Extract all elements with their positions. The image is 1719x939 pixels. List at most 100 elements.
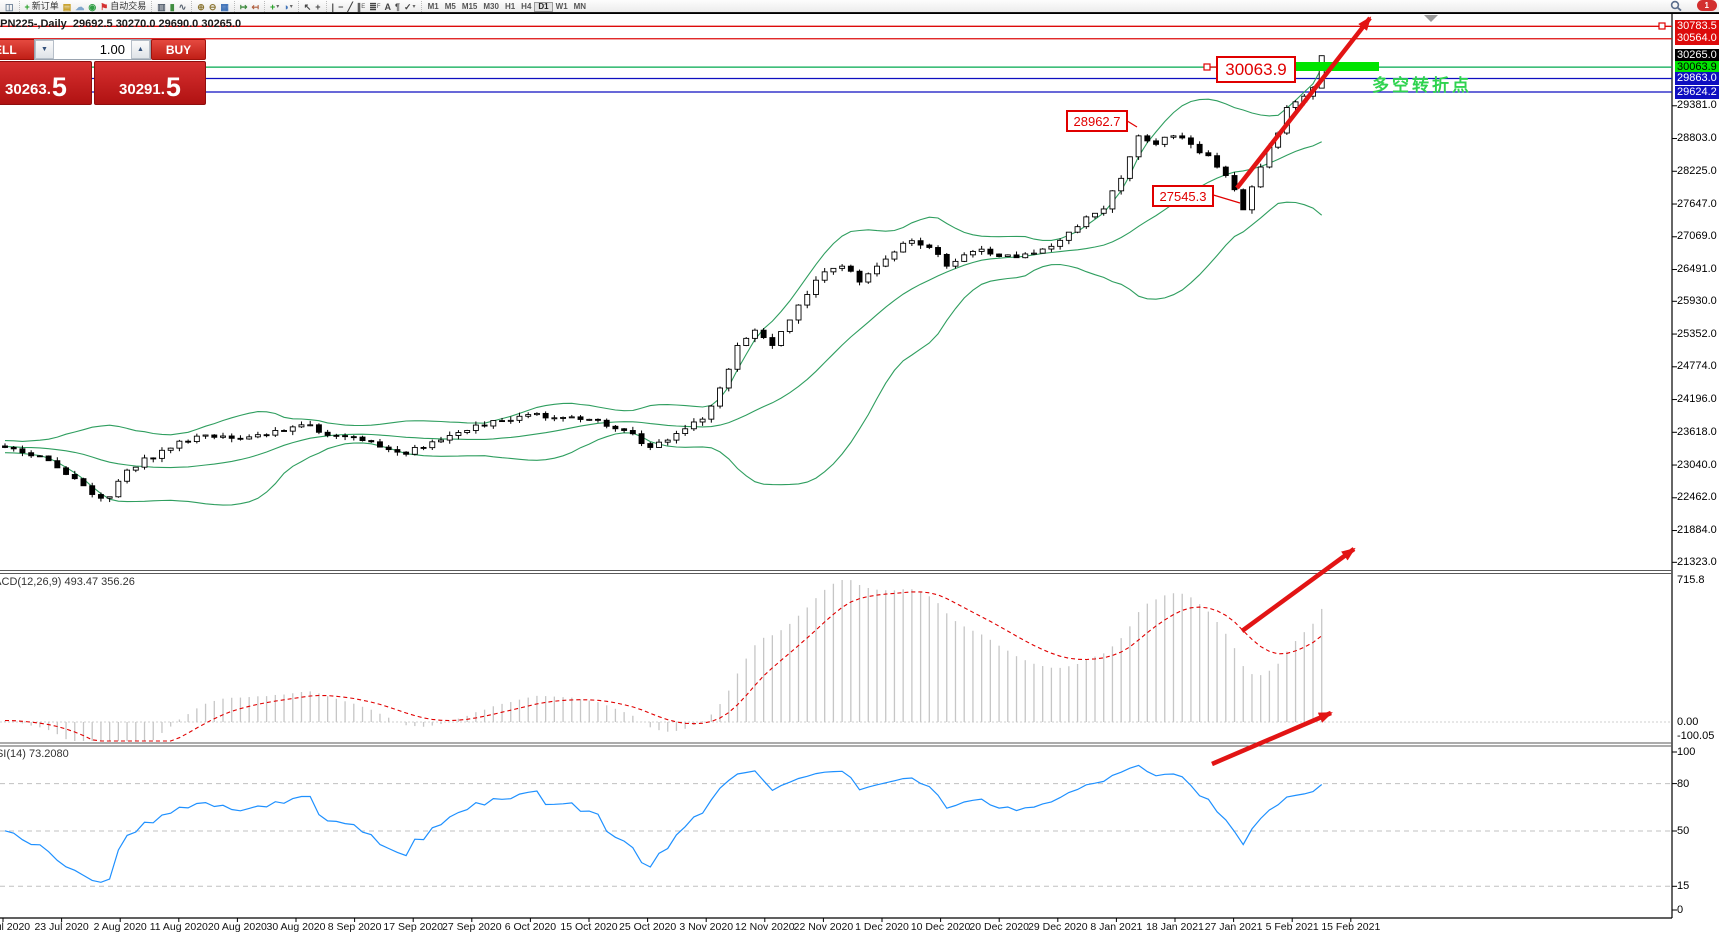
price-scale-label: 23040.0 — [1677, 458, 1717, 471]
macd-signal-line — [4, 591, 1323, 742]
price-scale-label: 28803.0 — [1677, 132, 1717, 144]
search-icon[interactable] — [1669, 0, 1683, 11]
tile-windows-icon[interactable]: ▦ — [220, 2, 229, 12]
macd-indicator-label: MACD(12,26,9) 493.47 356.26 — [0, 576, 135, 588]
lot-increase-button[interactable]: ▲ — [131, 40, 150, 59]
rsi-scale-label: 50 — [1677, 825, 1690, 837]
date-axis-label: 15 Feb 2021 — [1321, 921, 1381, 933]
bid-big-digit: 5 — [51, 72, 67, 102]
rsi-scale-label: 80 — [1677, 777, 1690, 790]
price-scale-label: 27647.0 — [1677, 197, 1717, 210]
autotrading-button[interactable]: ⚑ 自动交易 — [100, 1, 147, 12]
date-axis-label: 2 Aug 2020 — [93, 921, 147, 933]
chart-title: JPN225-,Daily 29692.5 30270.0 29690.0 30… — [0, 18, 242, 30]
price-scale-label: 24774.0 — [1677, 360, 1717, 373]
price-scale-label: 29381.0 — [1677, 99, 1717, 112]
date-axis-label: 18 Jan 2021 — [1146, 921, 1204, 933]
timeframe-H4-button[interactable]: H4 — [521, 2, 532, 11]
line-chart-icon[interactable]: ∿ — [178, 2, 187, 12]
green-highlight-bar[interactable] — [1291, 62, 1379, 71]
timeframe-M5-button[interactable]: M5 — [444, 2, 456, 11]
date-axis-label: 17 Sep 2020 — [383, 921, 443, 933]
equidistant-channel-icon[interactable]: ∥ E — [356, 2, 366, 12]
timeframe-M15-button[interactable]: M15 — [461, 2, 478, 11]
price-scale-label: 30265.0 — [1675, 49, 1719, 63]
price-scale-label: 22462.0 — [1677, 491, 1717, 504]
bar-chart-icon[interactable]: ▥ — [157, 2, 166, 12]
date-axis-label: 3 Nov 2020 — [679, 921, 734, 933]
bollinger-band-line — [4, 141, 1322, 469]
trend-arrow[interactable] — [1240, 547, 1356, 633]
new-order-button[interactable]: + 新订单 — [24, 1, 59, 12]
candlestick-chart-icon[interactable]: ▮ — [169, 2, 175, 12]
timeframe-M30-button[interactable]: M30 — [483, 2, 499, 11]
price-tag-annotation[interactable]: 30063.9 — [1216, 56, 1296, 83]
rsi-indicator-label: RSI(14) 73.2080 — [0, 748, 69, 760]
price-scale-label: 21323.0 — [1677, 555, 1717, 568]
history-center-icon[interactable]: ▤ — [62, 2, 72, 12]
price-scale-label: 25352.0 — [1677, 327, 1717, 340]
date-axis-label: 22 Nov 2020 — [793, 921, 854, 933]
ask-price[interactable]: 30291. 5 — [94, 61, 206, 105]
notification-badge[interactable]: 1 — [1696, 0, 1717, 11]
hline-icon[interactable]: − — [338, 2, 344, 12]
timeframe-W1-button[interactable]: W1 — [555, 2, 568, 11]
cursor-icon[interactable]: ↖ — [303, 2, 312, 12]
bollinger-band-line — [4, 67, 1323, 442]
lot-size-input[interactable]: 1.00 — [99, 42, 125, 57]
price-scale-label: 30564.0 — [1675, 32, 1719, 46]
timeframe-M1-button[interactable]: M1 — [427, 2, 439, 11]
trend-arrow[interactable] — [1235, 16, 1372, 190]
label-icon[interactable]: ¶ — [394, 2, 400, 12]
lot-decrease-button[interactable]: ▼ — [35, 40, 54, 59]
buy-button[interactable]: BUY — [151, 39, 206, 60]
indicators-icon[interactable]: + ▾ — [269, 2, 280, 12]
date-axis-label: 5 Feb 2021 — [1265, 921, 1319, 933]
date-axis-label: 6 Oct 2020 — [504, 921, 557, 933]
bid-price[interactable]: 30263. 5 — [0, 61, 92, 105]
price-scale-label: 29624.2 — [1675, 85, 1719, 99]
date-axis-label: 8 Sep 2020 — [327, 921, 382, 933]
price-scale-label: 24196.0 — [1677, 393, 1717, 405]
rsi-scale-label: 0 — [1677, 904, 1684, 916]
date-axis-label: 23 Jul 2020 — [34, 921, 89, 933]
timeframe-MN-button[interactable]: MN — [573, 2, 587, 11]
price-scale-label: 30783.5 — [1675, 19, 1719, 33]
arrows-icon[interactable]: ✓ ▾ — [404, 2, 416, 12]
chart-shift-marker-icon — [1424, 15, 1438, 22]
trendline-icon[interactable]: ╱ — [347, 2, 353, 12]
price-tag-annotation[interactable]: 28962.7 — [1066, 110, 1128, 132]
timeframe-D1-button[interactable]: D1 — [534, 2, 553, 12]
trend-arrow[interactable] — [1211, 710, 1333, 767]
date-axis-label: 20 Dec 2020 — [969, 921, 1029, 933]
price-scale-label: 30063.9 — [1675, 60, 1719, 74]
zoom-in-icon[interactable]: ⊕ — [197, 2, 205, 12]
macd-scale-label: 0.00 — [1677, 716, 1699, 728]
annotation-note[interactable]: 多空转折点 — [1372, 76, 1472, 95]
news-icon[interactable]: ◉ — [88, 2, 97, 12]
chart-shift-icon[interactable]: ↤ — [251, 2, 259, 12]
periods-icon[interactable]: ◑ ▾ — [283, 2, 293, 12]
fibonacci-icon[interactable]: ≣ F — [369, 2, 381, 12]
rsi-scale-label: 15 — [1677, 880, 1690, 893]
one-click-trading-panel: SELL ▼ 1.00 ▲ BUY 30263. 5 30291. 5 — [0, 38, 206, 105]
date-axis-label: 15 Oct 2020 — [560, 921, 618, 933]
bollinger-band-line — [4, 201, 1323, 506]
sell-button[interactable]: SELL — [0, 39, 37, 60]
market-watch-icon[interactable]: ◫ — [5, 2, 14, 12]
rsi-line — [4, 764, 1323, 883]
timeframe-H1-button[interactable]: H1 — [504, 2, 516, 11]
text-icon[interactable]: A — [384, 2, 391, 12]
date-axis-label: 30 Aug 2020 — [266, 921, 326, 933]
vline-icon[interactable]: | — [331, 2, 335, 12]
crosshair-icon[interactable]: + — [315, 2, 321, 12]
date-axis-label: 13 Jul 2020 — [0, 921, 31, 933]
auto-scroll-icon[interactable]: ↦ — [239, 2, 248, 12]
ask-main-digits: 30291. — [119, 81, 165, 98]
zoom-out-icon[interactable]: ⊖ — [208, 2, 217, 12]
publish-icon[interactable]: ☁ — [75, 2, 85, 12]
price-tag-annotation[interactable]: 27545.3 — [1152, 185, 1214, 207]
date-axis-label: 29 Dec 2020 — [1028, 921, 1088, 933]
price-scale-label: 29863.0 — [1675, 72, 1719, 85]
